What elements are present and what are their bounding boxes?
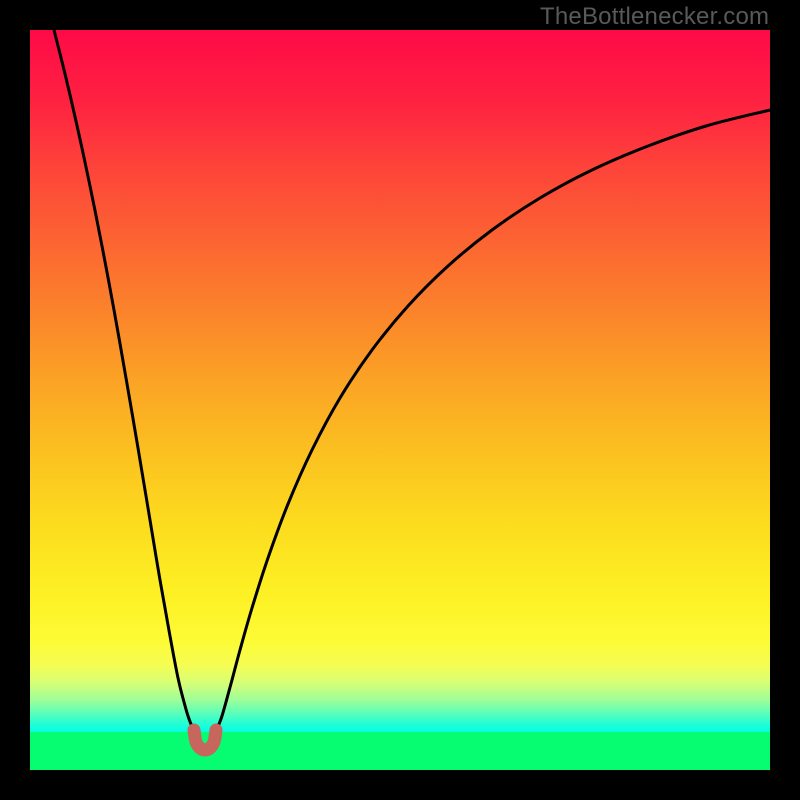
optimal-zone-band [30,732,770,770]
bottleneck-chart [0,0,800,800]
heat-gradient-background [30,30,770,732]
watermark-text: TheBottlenecker.com [540,3,769,31]
